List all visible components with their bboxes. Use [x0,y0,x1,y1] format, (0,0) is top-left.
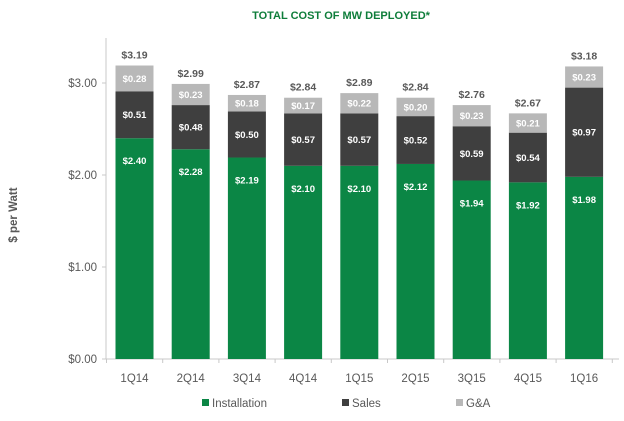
total-label: $2.84 [402,82,428,94]
y-tick-label: $2.00 [68,170,97,182]
data-label: $0.50 [235,130,259,141]
bar-segment-sales [115,91,154,139]
data-label: $0.57 [291,135,315,146]
bar-segment-sales [227,111,266,158]
x-tick-label: 2Q14 [177,373,206,385]
y-tick-label: $3.00 [68,78,97,90]
chart-title: TOTAL COST OF MW DEPLOYED* [252,10,431,22]
bar-segment-sales [284,113,323,166]
data-label: $2.10 [347,184,371,195]
data-label: $1.98 [572,195,596,206]
bar-segment-installation [508,182,547,359]
data-label: $0.23 [179,90,203,101]
total-label: $2.89 [346,77,372,89]
bar-segment-ga [227,94,266,112]
bar-segment-ga [115,65,154,92]
data-label: $0.28 [123,74,147,85]
bar-segment-ga [565,66,604,88]
total-label: $2.76 [459,89,485,101]
bar-segment-installation [171,149,210,359]
legend-label: G&A [466,398,491,410]
data-label: $0.23 [460,111,484,122]
total-label: $2.87 [234,79,260,91]
data-label: $1.94 [460,199,484,210]
x-tick-label: 3Q15 [458,373,486,385]
x-tick-label: 4Q15 [514,373,542,385]
bar-segment-ga [508,113,547,133]
total-label: $2.99 [178,68,204,80]
bar-segment-sales [340,113,379,166]
bar-segment-installation [565,176,604,359]
bar-segment-ga [171,83,210,106]
data-label: $0.22 [347,99,371,110]
bar-segment-ga [452,105,491,127]
data-label: $0.23 [572,73,596,84]
bar-segment-sales [452,126,491,181]
bar-segment-ga [396,97,435,117]
x-tick-label: 1Q16 [570,373,598,385]
bar-segment-sales [508,132,547,183]
data-label: $2.12 [404,182,428,193]
bar-segment-installation [396,163,435,359]
bar-segment-installation [115,138,154,359]
data-label: $0.20 [404,102,428,113]
data-label: $2.40 [123,156,147,167]
bar-segment-installation [340,165,379,359]
total-label: $3.18 [571,50,597,62]
data-label: $0.18 [235,99,259,110]
bar-segment-installation [452,180,491,359]
bar-segment-ga [340,93,379,114]
total-label: $3.19 [121,50,147,62]
legend-label: Installation [212,398,267,410]
bar-segment-ga [284,97,323,114]
data-label: $0.54 [516,153,540,164]
data-label: $0.52 [404,136,428,147]
data-label: $2.28 [179,167,203,178]
data-label: $0.17 [291,101,315,112]
total-label: $2.67 [515,97,541,109]
x-tick-label: 3Q14 [233,373,262,385]
data-label: $0.51 [123,110,147,121]
data-label: $0.48 [179,123,203,134]
data-label: $0.57 [347,135,371,146]
data-label: $0.97 [572,128,596,139]
y-tick-label: $1.00 [68,262,97,274]
legend-swatch [342,399,349,406]
x-tick-label: 4Q14 [289,373,318,385]
legend-swatch [202,399,209,406]
total-label: $2.84 [290,82,316,94]
data-label: $0.21 [516,119,540,130]
x-tick-label: 1Q15 [345,373,373,385]
y-tick-label: $0.00 [68,354,97,366]
bar-segment-sales [171,105,210,150]
y-axis-label: $ per Watt [8,187,20,242]
bar-segment-installation [284,165,323,359]
data-label: $0.59 [460,149,484,160]
bar-segment-sales [396,116,435,164]
bar-segment-installation [227,157,266,359]
data-label: $2.19 [235,176,259,187]
data-label: $2.10 [291,184,315,195]
legend-label: Sales [352,398,381,410]
x-tick-label: 1Q14 [120,373,149,385]
bar-segment-sales [565,87,604,177]
legend-swatch [456,399,463,406]
data-label: $1.92 [516,200,540,211]
x-tick-label: 2Q15 [401,373,429,385]
